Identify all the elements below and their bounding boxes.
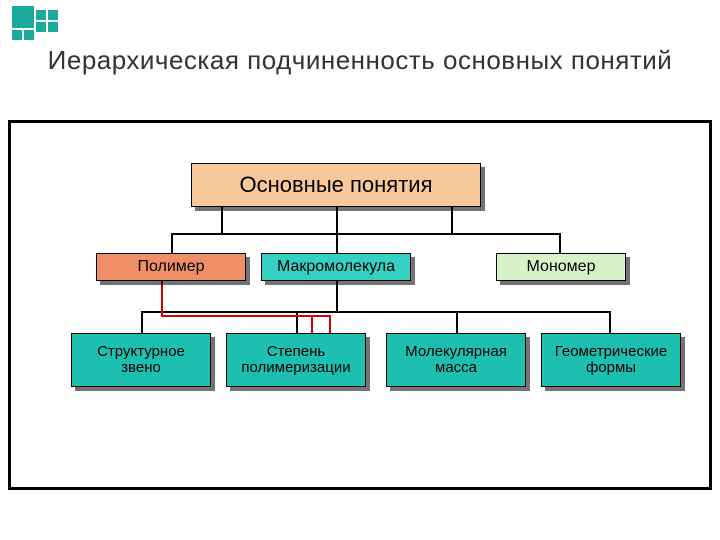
edge-root-left-stem	[221, 207, 223, 233]
node-geom: Геометрическиеформы	[541, 333, 681, 387]
node-polymer: Полимер	[96, 253, 246, 281]
diagram-frame: Основные понятия Полимер Макромолекула М…	[8, 120, 712, 490]
edge-root-rail	[171, 233, 561, 235]
edge-red-rail	[161, 315, 331, 317]
edge-drop-monomer	[559, 233, 561, 253]
edge-macro-stem	[336, 281, 338, 311]
edge-red-drop-degree2	[329, 315, 331, 333]
node-struct: Структурное звено	[71, 333, 211, 387]
edge-level3-rail	[141, 311, 611, 313]
edge-root-center-stem	[336, 207, 338, 253]
edge-drop-geom	[609, 311, 611, 333]
node-root: Основные понятия	[191, 163, 481, 207]
edge-red-drop-degree	[311, 315, 313, 333]
node-mass: Молекулярная масса	[386, 333, 526, 387]
edge-drop-polymer	[171, 233, 173, 253]
edge-drop-mass	[456, 311, 458, 333]
edge-drop-struct	[141, 311, 143, 333]
edge-root-right-stem	[451, 207, 453, 233]
edge-red-polymer-stem	[161, 281, 163, 317]
node-degree: Степень полимеризации	[226, 333, 366, 387]
node-monomer: Мономер	[496, 253, 626, 281]
node-macro: Макромолекула	[261, 253, 411, 281]
page-title: Иерархическая подчиненность основных пон…	[0, 44, 720, 77]
